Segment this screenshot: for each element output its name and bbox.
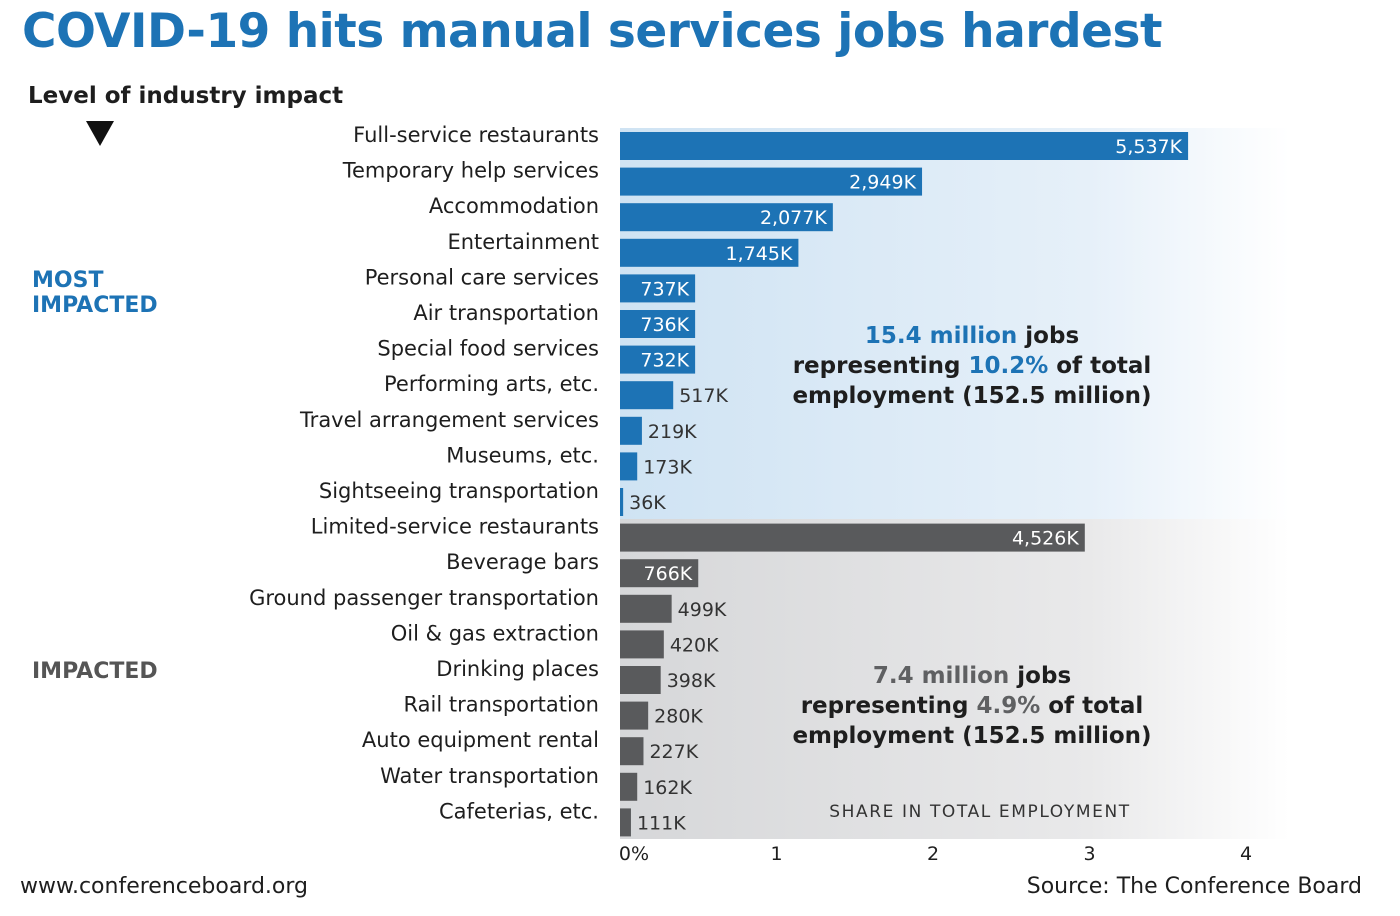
bar-entertainment <box>620 238 799 267</box>
most-summary-text2b: of total <box>1048 353 1151 379</box>
bar-museums-etc <box>620 452 638 481</box>
category-label-drinking-places: Drinking places <box>436 657 599 681</box>
data-label-sightseeing-transportation: 36K <box>629 492 666 514</box>
data-label-oil-gas-extraction: 420K <box>670 634 719 656</box>
data-label-full-service-restaurants: 5,537K <box>1115 136 1182 158</box>
category-label-personal-care-services: Personal care services <box>365 265 599 289</box>
category-label-travel-arrangement-services: Travel arrangement services <box>299 408 599 432</box>
category-label-cafeterias-etc: Cafeterias, etc. <box>439 799 599 823</box>
data-label-auto-equipment-rental: 227K <box>649 741 698 763</box>
most-impacted-line2: IMPACTED <box>32 293 158 318</box>
bar-air-transportation <box>620 310 696 338</box>
footer-website: www.conferenceboard.org <box>20 874 309 899</box>
data-label-accommodation: 2,077K <box>760 207 827 229</box>
x-tick-label-3: 3 <box>1083 843 1095 865</box>
category-label-accommodation: Accommodation <box>429 194 599 218</box>
data-label-air-transportation: 736K <box>640 314 689 336</box>
bar-special-food-services <box>620 345 696 374</box>
most-summary-line3: employment (152.5 million) <box>792 383 1151 409</box>
x-axis-label: SHARE IN TOTAL EMPLOYMENT <box>829 802 1131 822</box>
bar-cafeterias-etc <box>620 808 631 837</box>
data-label-personal-care-services: 737K <box>640 278 689 300</box>
impacted-summary-line3: employment (152.5 million) <box>792 723 1151 749</box>
most-impacted-label: MOST IMPACTED <box>32 268 158 318</box>
data-label-entertainment: 1,745K <box>726 243 793 265</box>
footer-source: Source: The Conference Board <box>1026 874 1362 899</box>
category-label-full-service-restaurants: Full-service restaurants <box>353 123 599 147</box>
bar-auto-equipment-rental <box>620 737 644 766</box>
most-impacted-line1: MOST <box>32 268 104 293</box>
impacted-summary-line2: representing 4.9% of total <box>801 693 1144 719</box>
most-summary-text1: jobs <box>1017 323 1079 349</box>
bar-limited-service-restaurants <box>620 523 1085 552</box>
bar-full-service-restaurants <box>620 132 1189 160</box>
category-label-rail-transportation: Rail transportation <box>404 693 599 717</box>
impacted-summary-highlight1: 7.4 million <box>873 663 1009 689</box>
data-label-museums-etc: 173K <box>643 456 692 478</box>
down-arrow-icon <box>86 121 114 146</box>
bar-drinking-places <box>620 666 661 694</box>
category-label-sightseeing-transportation: Sightseeing transportation <box>319 479 599 503</box>
most-summary-text2a: representing <box>793 353 969 379</box>
category-label-museums-etc: Museums, etc. <box>446 443 599 467</box>
level-of-impact-label: Level of industry impact <box>28 83 344 109</box>
category-label-ground-passenger-transportation: Ground passenger transportation <box>249 586 599 610</box>
bar-temporary-help-services <box>620 167 923 196</box>
data-label-performing-arts-etc: 517K <box>679 385 728 407</box>
bar-rail-transportation <box>620 701 649 730</box>
x-tick-label-4: 4 <box>1240 843 1252 865</box>
data-label-drinking-places: 398K <box>667 670 716 692</box>
category-label-special-food-services: Special food services <box>377 337 599 361</box>
impacted-label: IMPACTED <box>32 659 158 684</box>
bar-personal-care-services <box>620 274 696 303</box>
data-label-rail-transportation: 280K <box>654 706 703 728</box>
x-tick-label-2: 2 <box>927 843 939 865</box>
impacted-summary-text2b: of total <box>1040 693 1143 719</box>
bar-beverage-bars <box>620 559 699 588</box>
data-label-temporary-help-services: 2,949K <box>849 172 916 194</box>
data-label-special-food-services: 732K <box>640 350 689 372</box>
bar-water-transportation <box>620 772 638 801</box>
impacted-background <box>620 519 1290 839</box>
category-label-air-transportation: Air transportation <box>413 301 599 325</box>
most-summary-line1: 15.4 million jobs <box>865 323 1079 349</box>
data-label-cafeterias-etc: 111K <box>637 812 686 834</box>
bar-performing-arts-etc <box>620 381 674 410</box>
chart-title: COVID-19 hits manual services jobs harde… <box>22 4 1162 59</box>
impacted-summary-text2a: representing <box>801 693 977 719</box>
impacted-summary-text1: jobs <box>1009 663 1071 689</box>
data-label-travel-arrangement-services: 219K <box>648 421 697 443</box>
most-summary-highlight1: 15.4 million <box>865 323 1017 349</box>
most-summary-line2: representing 10.2% of total <box>793 353 1152 379</box>
category-label-performing-arts-etc: Performing arts, etc. <box>384 372 599 396</box>
category-label-temporary-help-services: Temporary help services <box>342 159 599 183</box>
impacted-summary-highlight2: 4.9% <box>976 693 1040 719</box>
category-label-oil-gas-extraction: Oil & gas extraction <box>391 621 599 645</box>
data-label-water-transportation: 162K <box>643 777 692 799</box>
category-label-limited-service-restaurants: Limited-service restaurants <box>311 515 599 539</box>
category-label-water-transportation: Water transportation <box>380 764 599 788</box>
bar-travel-arrangement-services <box>620 416 642 445</box>
category-label-auto-equipment-rental: Auto equipment rental <box>362 728 599 752</box>
data-label-limited-service-restaurants: 4,526K <box>1012 528 1079 550</box>
x-tick-label-1: 1 <box>770 843 782 865</box>
x-tick-label-0: 0% <box>619 843 649 865</box>
bar-accommodation <box>620 203 833 232</box>
category-label-beverage-bars: Beverage bars <box>446 550 599 574</box>
impacted-summary-line1: 7.4 million jobs <box>873 663 1071 689</box>
most-summary-highlight2: 10.2% <box>968 353 1048 379</box>
data-label-beverage-bars: 766K <box>644 563 693 585</box>
bar-oil-gas-extraction <box>620 630 664 659</box>
category-label-entertainment: Entertainment <box>447 230 599 254</box>
bar-sightseeing-transportation <box>620 488 624 516</box>
data-label-ground-passenger-transportation: 499K <box>678 599 727 621</box>
bar-ground-passenger-transportation <box>620 594 672 623</box>
